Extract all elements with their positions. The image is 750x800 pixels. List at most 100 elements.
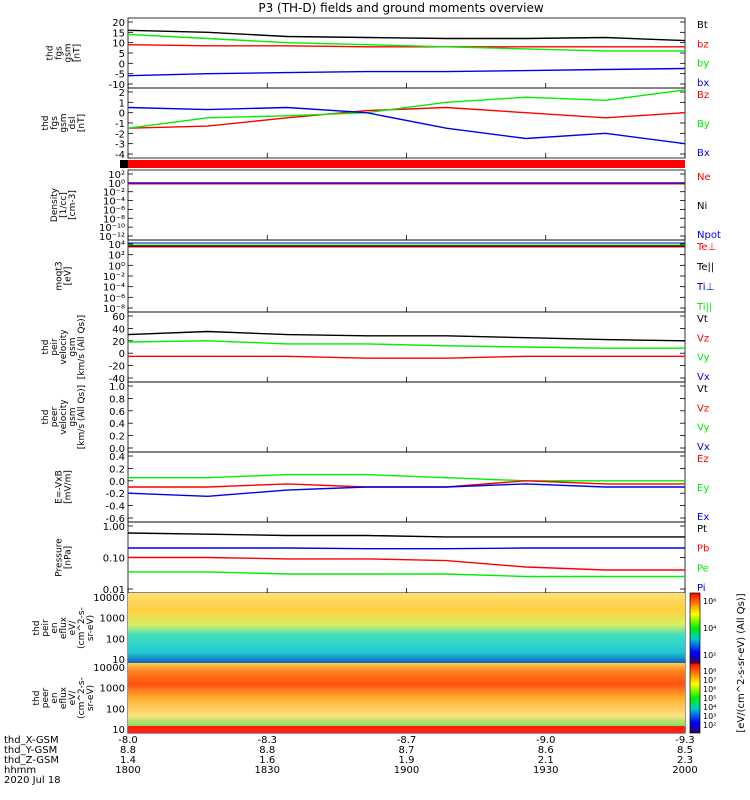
- y-tick-label: 10⁻⁶: [103, 293, 125, 304]
- y-axis-label: gsm: [59, 113, 69, 132]
- y-axis-label: velocity: [59, 399, 69, 435]
- series-lines: [127, 29, 686, 578]
- y-axis-label: en: [50, 692, 60, 703]
- y-tick-label: 40: [112, 324, 125, 335]
- legend-Pb: Pb: [697, 544, 709, 555]
- legend-Vt: Vt: [697, 314, 708, 325]
- y-tick-label: 10⁻⁸: [103, 214, 125, 225]
- y-tick-label: 0: [119, 109, 125, 120]
- panel-frame: [127, 381, 686, 453]
- y-axis-label: thd: [46, 46, 56, 61]
- x-row-label: 2020 Jul 18: [4, 775, 61, 786]
- x-annotation-z: 1.4: [120, 755, 136, 766]
- legend-Ni: Ni: [697, 201, 707, 212]
- y-axis-label: moqt3: [55, 261, 65, 290]
- series-fgs-dsl-By: [127, 89, 686, 129]
- y-tick-label: 10⁻⁴: [103, 283, 125, 294]
- legend-Vx: Vx: [697, 442, 710, 453]
- x-annotation-x: -9.3: [675, 735, 695, 746]
- colorbar-tick-label: 10²: [703, 651, 716, 660]
- y-tick-label: 10000: [93, 593, 125, 604]
- panel-frame: [127, 169, 686, 241]
- y-tick-label: -0.4: [105, 502, 125, 513]
- legend-By: By: [697, 119, 710, 130]
- x-annotation-y: 8.8: [259, 745, 275, 756]
- y-tick-label: 5: [119, 49, 125, 60]
- y-tick-label: 10000: [93, 663, 125, 674]
- x-annotation-y: 8.5: [677, 745, 693, 756]
- colorbar-tick-label: 10⁷: [703, 676, 716, 685]
- colorbar-tick-label: 10⁶: [703, 597, 716, 606]
- x-annotation-time: 1900: [394, 765, 419, 776]
- y-tick-label: 20: [112, 337, 125, 348]
- status-band: [128, 160, 685, 168]
- y-axis-label: sr-eV): [86, 685, 96, 711]
- legend-Vz: Vz: [697, 403, 709, 414]
- legend-Ti||: Ti||: [696, 302, 712, 313]
- electron-spectrogram-bottom-band: [128, 726, 685, 733]
- y-tick-label: 10²: [108, 251, 125, 262]
- x-annotation-x: -8.7: [397, 735, 417, 746]
- legend-Bz: Bz: [697, 90, 709, 101]
- y-axis-label: thd: [41, 340, 51, 355]
- legend-Bt: Bt: [697, 20, 708, 31]
- x-annotation-y: 8.7: [399, 745, 415, 756]
- legend-by: by: [697, 59, 709, 70]
- plot-title: P3 (TH-D) fields and ground moments over…: [258, 1, 543, 15]
- series-fgs-bx: [127, 67, 686, 77]
- y-axis-label: peer: [50, 406, 60, 427]
- y-tick-label: 60: [112, 312, 125, 323]
- x-annotation-z: 2.3: [677, 755, 693, 766]
- y-tick-label: -2: [115, 129, 125, 140]
- y-tick-label: -4: [115, 150, 125, 161]
- y-tick-label: 0.0: [109, 477, 125, 488]
- y-tick-label: -10: [109, 80, 125, 91]
- legend-Vt: Vt: [697, 384, 708, 395]
- legend-Ey: Ey: [697, 483, 709, 494]
- y-tick-label: -0.2: [105, 489, 125, 500]
- colorbar-tick-label: 10⁴: [703, 624, 716, 633]
- legend-Vy: Vy: [697, 353, 710, 364]
- x-annotation-x: -8.0: [118, 735, 138, 746]
- y-tick-label: 10: [112, 725, 125, 736]
- y-axis-label: (cm^2-s-: [77, 677, 87, 719]
- panel-frame: [127, 239, 686, 313]
- y-tick-label: 15: [112, 28, 125, 39]
- y-axis-label: thd: [41, 410, 51, 425]
- y-tick-label: 100: [106, 634, 125, 645]
- y-tick-label: 10⁻⁶: [103, 205, 125, 216]
- x-row-label: hhmm: [4, 765, 36, 776]
- y-axis-label: dsl: [68, 117, 78, 130]
- electron-spectrogram: [128, 663, 685, 733]
- y-axis-label: thd: [41, 116, 51, 131]
- series-fgs-dsl-Bx: [127, 106, 686, 145]
- series-efield-Ex: [127, 483, 685, 498]
- y-axis-label: velocity: [59, 329, 69, 365]
- y-axis-label: eflux: [59, 616, 69, 639]
- y-axis-label: thd: [32, 621, 42, 636]
- y-axis-label: E=-VxB: [55, 470, 65, 504]
- status-band-marker: [120, 160, 128, 168]
- y-tick-label: 100: [106, 704, 125, 715]
- y-tick-label: 1.0: [109, 382, 125, 393]
- y-tick-label: 10: [112, 655, 125, 666]
- series-ion-velocity-Vy: [127, 340, 685, 349]
- series-pressure-Pb: [128, 556, 685, 571]
- y-tick-label: 10⁰: [108, 261, 125, 272]
- y-tick-label: 10⁻¹⁰: [99, 223, 125, 234]
- y-axis-label: en: [50, 622, 60, 633]
- y-tick-label: -1: [115, 119, 125, 130]
- panel-electron-velocity: 1.00.8 0.60.4 0.20.0 thd peer velocity gsm [km/…: [41, 381, 710, 455]
- y-axis-label: [nT]: [73, 44, 83, 62]
- y-tick-label: 0.10: [103, 554, 125, 565]
- y-axis-label: [eV]: [64, 267, 74, 286]
- y-axis-label: [nPa]: [64, 546, 74, 569]
- panel-density: 10²10⁰10⁻²10⁻⁴10⁻⁶10⁻⁸10⁻¹⁰10⁻¹²Density[…: [50, 169, 721, 243]
- y-tick-label: 0.0: [109, 444, 125, 455]
- series-pressure-Pi: [128, 547, 685, 550]
- series-pressure-Pt: [127, 532, 685, 538]
